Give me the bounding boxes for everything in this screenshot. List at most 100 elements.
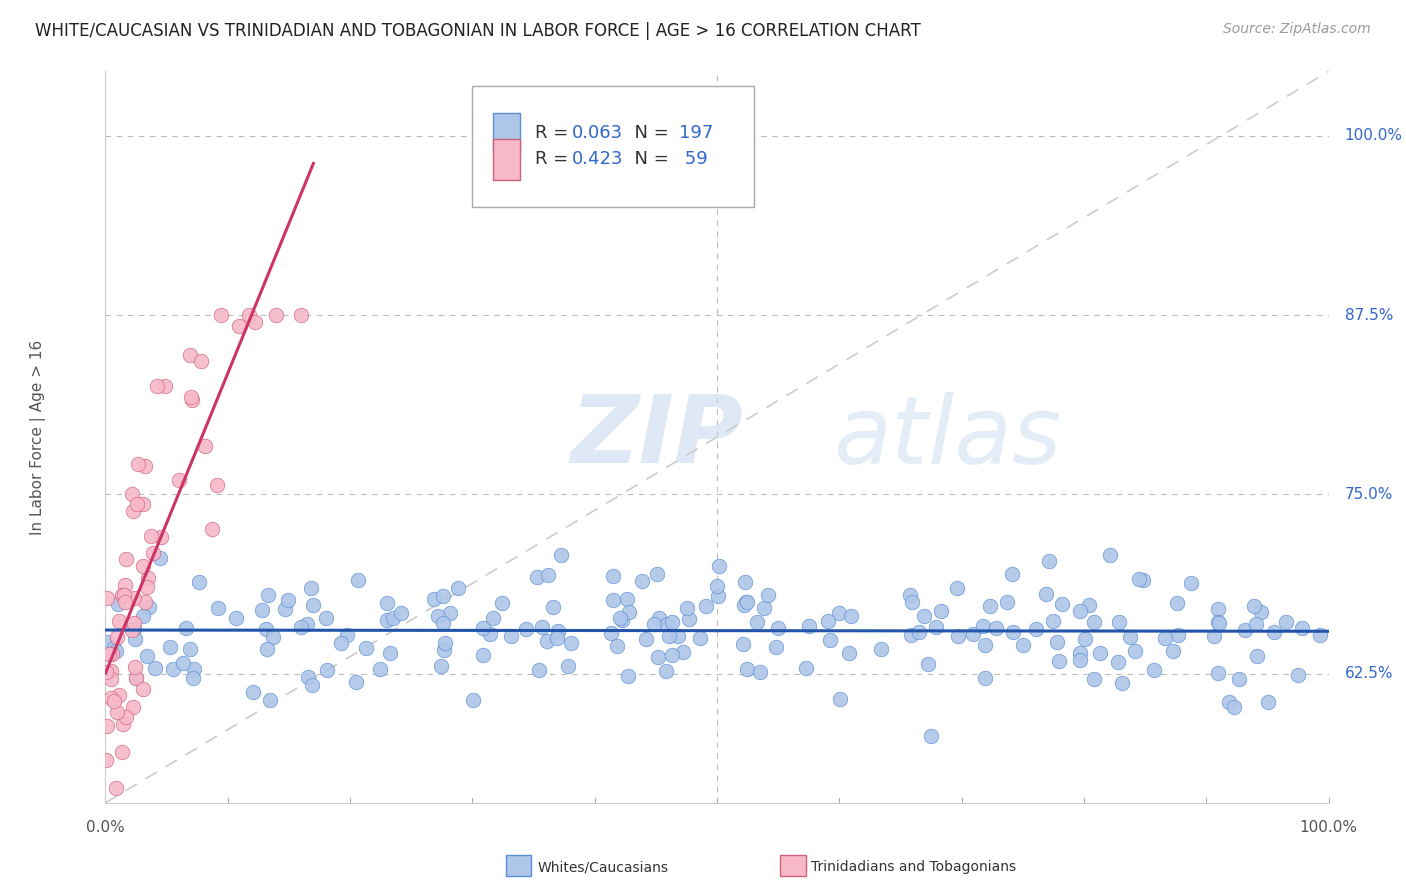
Point	[672, 645, 695, 659]
Point	[734, 575, 756, 590]
Point	[1286, 668, 1309, 682]
Point	[1046, 634, 1069, 648]
Point	[112, 588, 135, 602]
Point	[108, 614, 131, 628]
Point	[124, 659, 146, 673]
Point	[748, 665, 770, 680]
Point	[1244, 617, 1267, 632]
Point	[1257, 695, 1279, 709]
Point	[433, 636, 456, 650]
Point	[228, 318, 250, 333]
Point	[537, 568, 560, 582]
Point	[344, 675, 367, 690]
Point	[181, 671, 204, 685]
Point	[122, 503, 145, 517]
Point	[389, 607, 412, 621]
Point	[432, 589, 454, 603]
Point	[264, 308, 287, 322]
Point	[817, 614, 839, 628]
Point	[174, 621, 197, 635]
Point	[666, 629, 689, 643]
Point	[127, 457, 149, 471]
Point	[1291, 621, 1313, 635]
Point	[375, 613, 398, 627]
Point	[105, 630, 128, 644]
Point	[1069, 646, 1091, 660]
Point	[108, 688, 131, 702]
Point	[1035, 587, 1057, 601]
Point	[183, 662, 205, 676]
Point	[149, 550, 172, 565]
Point	[295, 617, 318, 632]
Point	[733, 598, 755, 612]
Point	[797, 619, 820, 633]
Point	[96, 591, 118, 605]
Point	[472, 621, 495, 635]
Point	[1206, 615, 1229, 630]
Point	[430, 659, 453, 673]
Point	[201, 522, 224, 536]
Point	[1083, 615, 1105, 630]
Point	[1275, 615, 1298, 629]
Point	[356, 641, 378, 656]
Point	[1132, 574, 1154, 588]
Point	[316, 663, 339, 677]
Point	[242, 685, 264, 699]
Point	[132, 559, 155, 574]
Point	[908, 625, 931, 640]
Point	[439, 606, 461, 620]
Point	[167, 473, 190, 487]
Point	[1069, 653, 1091, 667]
Point	[259, 692, 281, 706]
Point	[917, 657, 939, 672]
Text: N =: N =	[623, 151, 675, 169]
Text: Whites/Caucasians: Whites/Caucasians	[537, 860, 668, 874]
Point	[153, 379, 176, 393]
Point	[382, 611, 405, 625]
Point	[243, 315, 266, 329]
Point	[238, 308, 260, 322]
Point	[1077, 599, 1099, 613]
Text: 100.0%: 100.0%	[1344, 128, 1403, 144]
Point	[1161, 644, 1184, 658]
Point	[560, 636, 582, 650]
Text: 59: 59	[679, 151, 707, 169]
Point	[194, 439, 217, 453]
Point	[756, 588, 779, 602]
Point	[709, 559, 731, 574]
Point	[257, 588, 280, 602]
Point	[602, 592, 624, 607]
Point	[630, 574, 652, 588]
Point	[1025, 622, 1047, 636]
Point	[172, 656, 194, 670]
Point	[925, 620, 948, 634]
Point	[946, 629, 969, 643]
Point	[898, 588, 921, 602]
Text: 197: 197	[679, 124, 713, 142]
Text: 62.5%: 62.5%	[1344, 666, 1393, 681]
Point	[527, 664, 550, 678]
Point	[149, 530, 172, 544]
Point	[689, 631, 711, 645]
Point	[138, 599, 160, 614]
Text: 0.0%: 0.0%	[86, 820, 125, 835]
Point	[103, 694, 125, 708]
Point	[546, 632, 568, 646]
Point	[979, 599, 1001, 614]
Point	[100, 672, 122, 686]
Text: WHITE/CAUCASIAN VS TRINIDADIAN AND TOBAGONIAN IN LABOR FORCE | AGE > 16 CORRELAT: WHITE/CAUCASIAN VS TRINIDADIAN AND TOBAG…	[35, 22, 921, 40]
Point	[647, 649, 669, 664]
Point	[103, 640, 125, 655]
Point	[96, 718, 118, 732]
Point	[962, 627, 984, 641]
Point	[974, 671, 997, 685]
Point	[207, 478, 229, 492]
Point	[96, 635, 118, 649]
Point	[124, 632, 146, 646]
Point	[745, 615, 768, 629]
Point	[207, 601, 229, 615]
Point	[1107, 655, 1129, 669]
Point	[616, 592, 638, 607]
Point	[536, 633, 558, 648]
Point	[1166, 596, 1188, 610]
